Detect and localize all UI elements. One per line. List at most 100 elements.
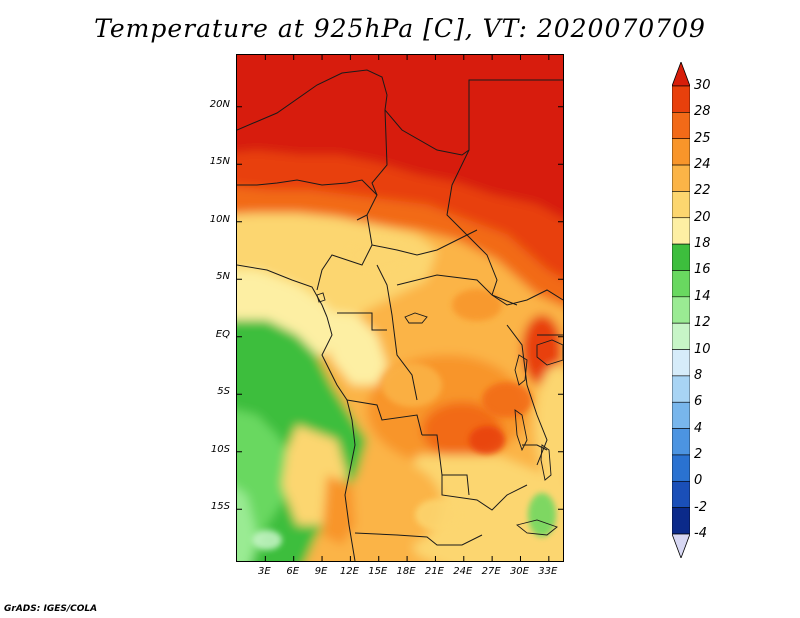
coast-west-africa xyxy=(321,316,356,561)
field-east-highlands xyxy=(535,365,563,485)
lake-albert xyxy=(514,354,528,386)
colorbar-swatch xyxy=(671,322,691,350)
map-canvas xyxy=(237,55,563,561)
colorbar-label: 12 xyxy=(694,315,711,331)
colorbar-swatch xyxy=(671,480,691,508)
field-28-30 xyxy=(237,55,563,220)
lakes xyxy=(316,292,563,536)
chart-title: Temperature at 925hPa [C], VT: 202007070… xyxy=(94,14,706,43)
field-12-14 xyxy=(237,488,257,561)
colorbar-swatch xyxy=(671,428,691,456)
colorbar-swatch xyxy=(671,375,691,403)
border-zambia xyxy=(441,475,528,511)
country-borders xyxy=(237,69,563,561)
colorbar-label: 25 xyxy=(694,130,711,146)
field-gabon xyxy=(322,310,387,385)
lat-label: 5S xyxy=(217,386,230,398)
colorbar-svg xyxy=(671,60,691,560)
colorbar-label: 6 xyxy=(694,394,703,410)
colorbar-label: -2 xyxy=(694,499,707,515)
field-24-25 xyxy=(237,187,563,307)
lake-tanganyika xyxy=(514,409,528,452)
lon-label: 21E xyxy=(424,566,444,577)
lon-label: 6E xyxy=(286,566,300,577)
noise-2 xyxy=(382,363,442,407)
lon-label: 18E xyxy=(396,566,416,577)
coast-gulf-guinea xyxy=(237,264,328,318)
colorbar-swatch xyxy=(671,85,691,113)
border-congo xyxy=(376,264,418,401)
colorbar-label: 4 xyxy=(694,420,703,436)
lat-label: 5N xyxy=(216,271,230,283)
colorbar-swatch xyxy=(671,191,691,219)
lon-label: 27E xyxy=(481,566,501,577)
colorbar-label: 10 xyxy=(694,341,711,357)
field-coast-24 xyxy=(322,475,355,545)
colorbar-label: 22 xyxy=(694,183,711,199)
colorbar-swatch xyxy=(671,270,691,298)
border-ssudan xyxy=(491,289,563,306)
border-rift xyxy=(506,324,548,466)
colorbar-swatch xyxy=(671,401,691,429)
lon-label: 12E xyxy=(339,566,359,577)
noise-6 xyxy=(452,289,502,321)
field-south-warm xyxy=(332,460,442,550)
lat-label: 15S xyxy=(210,501,230,513)
lake-malawi xyxy=(540,444,552,481)
colorbar-bottom-triangle xyxy=(671,533,691,560)
noise-5 xyxy=(252,530,282,550)
field-south-plateau xyxy=(397,455,563,561)
colorbar-swatch xyxy=(671,217,691,245)
lon-label: 15E xyxy=(368,566,388,577)
colorbar-label: 14 xyxy=(694,288,711,304)
colorbar-swatch xyxy=(671,507,691,535)
noise-7 xyxy=(347,240,407,270)
temperature-map xyxy=(236,54,564,562)
border-car-drc xyxy=(396,274,518,306)
lake-kariba xyxy=(516,519,558,536)
colorbar-label: 20 xyxy=(694,209,711,225)
border-angola-drc xyxy=(346,399,423,436)
lat-label: 10S xyxy=(210,443,230,455)
colorbar-top-triangle xyxy=(671,60,691,87)
colorbar-label: 2 xyxy=(694,446,703,462)
lake-victoria xyxy=(536,339,563,366)
border-sahara xyxy=(237,69,563,156)
lat-label: 10N xyxy=(209,213,230,225)
field-25-28 xyxy=(237,151,563,279)
colorbar-label: 30 xyxy=(694,78,711,93)
border-gabon xyxy=(337,312,387,331)
lat-label: EQ xyxy=(215,328,230,340)
lon-label: 9E xyxy=(314,566,328,577)
grads-credit: GrADS: IGES/COLA xyxy=(4,604,98,614)
border-sahel xyxy=(237,179,378,196)
lon-label: 30E xyxy=(509,566,529,577)
colorbar xyxy=(671,60,691,560)
colorbar-swatch xyxy=(671,243,691,271)
colorbar-label: -4 xyxy=(694,526,707,541)
colorbar-swatch xyxy=(671,349,691,377)
colorbar-swatch xyxy=(671,112,691,140)
noise-3 xyxy=(469,426,505,454)
border-namibia xyxy=(354,532,483,546)
colorbar-swatch xyxy=(671,454,691,482)
colorbar-label: 0 xyxy=(694,473,703,489)
border-car xyxy=(371,229,478,256)
colorbar-label: 18 xyxy=(694,236,711,252)
axis-ticks xyxy=(237,55,563,561)
lon-label: 33E xyxy=(538,566,558,577)
border-niger xyxy=(356,109,388,221)
lon-label: 24E xyxy=(453,566,473,577)
colorbar-label: 8 xyxy=(694,367,703,383)
colorbar-label: 16 xyxy=(694,262,711,278)
lat-label: 20N xyxy=(209,98,230,110)
colorbar-swatch xyxy=(671,138,691,166)
lon-label: 3E xyxy=(258,566,271,577)
lat-label: 15N xyxy=(209,156,230,168)
lake-small xyxy=(316,292,326,303)
colorbar-label: 28 xyxy=(694,104,711,120)
border-tanzania xyxy=(522,444,548,451)
noise-8 xyxy=(528,493,556,537)
colorbar-label: 24 xyxy=(694,157,711,173)
colorbar-swatch xyxy=(671,296,691,324)
